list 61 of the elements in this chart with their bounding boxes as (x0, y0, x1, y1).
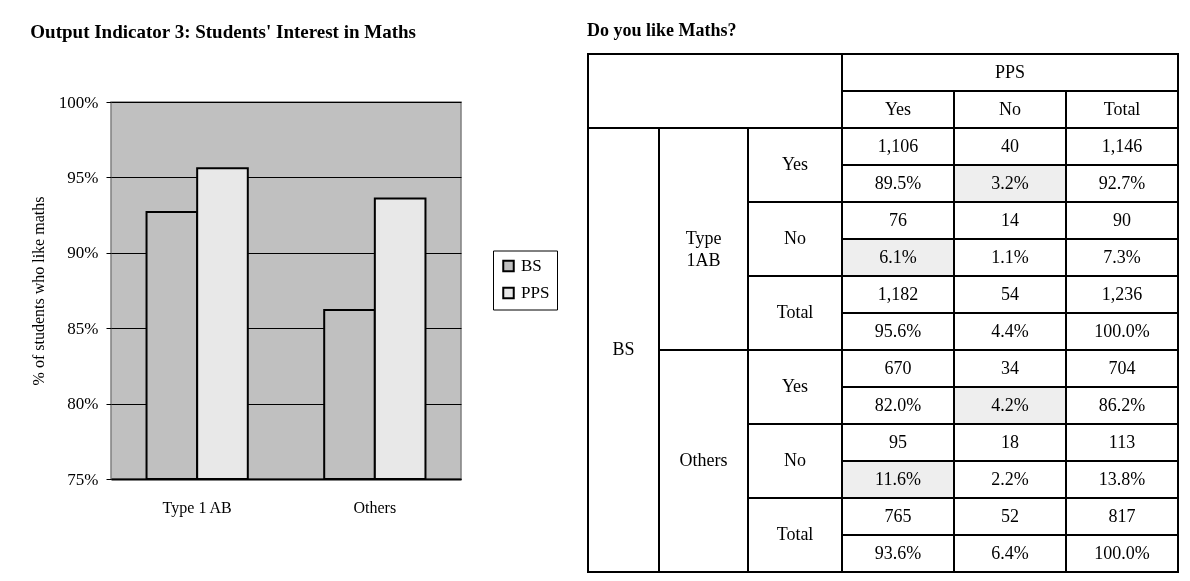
data-label: 1,182 (877, 283, 919, 304)
data-label: 1,146 (1101, 135, 1143, 156)
data-label: 4.2% (991, 394, 1029, 415)
data-label: 11.6% (875, 468, 921, 489)
y2-tick-label: Others (679, 450, 728, 470)
y-tick-label: 95% (67, 167, 99, 187)
data-label: 1,106 (877, 135, 919, 156)
data-label: 13.8% (1098, 468, 1146, 489)
y-tick-label: Total (776, 302, 814, 322)
y-axis-title: BS (612, 339, 635, 359)
y-tick-label: Total (776, 524, 814, 544)
chart-title: Output Indicator 3: Students' Interest in Maths (30, 21, 417, 42)
data-label: 89.5% (874, 172, 922, 193)
legend-label: BS (521, 256, 542, 275)
y-tick-label: 100% (58, 92, 99, 112)
y-axis-title: % of students who like maths (29, 196, 47, 386)
data-label: 90 (1113, 209, 1131, 230)
y-tick-label: 90% (67, 243, 99, 263)
data-label: 704 (1108, 357, 1136, 378)
x-tick-label: Type 1 AB (162, 498, 232, 517)
data-label: 7.3% (1103, 246, 1141, 267)
data-label: 6.4% (991, 542, 1029, 563)
y2-tick-label: Type 1AB (685, 228, 722, 270)
legend-label: PPS (521, 283, 550, 302)
data-label: 100.0% (1094, 320, 1150, 341)
data-label: 3.2% (991, 172, 1029, 193)
y-tick-label: 80% (67, 394, 99, 414)
data-label: 92.7% (1098, 172, 1146, 193)
data-label: 113 (1108, 431, 1136, 452)
x-tick-label: Total (1103, 98, 1141, 119)
data-label: 670 (884, 357, 912, 378)
data-label: 34 (1001, 357, 1019, 378)
data-label: 14 (1001, 209, 1019, 230)
data-label: 4.4% (991, 320, 1029, 341)
data-label: 1,236 (1101, 283, 1143, 304)
data-label: 52 (1001, 505, 1019, 526)
y-tick-label: 75% (67, 469, 99, 489)
data-label: 40 (1001, 135, 1019, 156)
y-tick-label: Yes (781, 376, 809, 396)
data-label: 93.6% (874, 542, 922, 563)
data-label: 54 (1001, 283, 1019, 304)
data-label: 1.1% (991, 246, 1029, 267)
data-label: 95.6% (874, 320, 922, 341)
y-tick-label: No (784, 228, 806, 248)
data-label: 86.2% (1098, 394, 1146, 415)
x-tick-label: Yes (884, 98, 912, 119)
data-label: 18 (1001, 431, 1019, 452)
x-axis-title: PPS (994, 61, 1026, 82)
y-tick-label: Yes (781, 154, 809, 174)
data-label: 82.0% (874, 394, 922, 415)
y-tick-label: 85% (67, 318, 99, 338)
data-label: 95 (889, 431, 907, 452)
text: Do you like Maths? (587, 20, 737, 40)
x-tick-label: No (999, 98, 1021, 119)
data-label: 76 (889, 209, 907, 230)
data-label: 765 (884, 505, 912, 526)
data-label: 6.1% (879, 246, 917, 267)
data-label: 2.2% (991, 468, 1029, 489)
data-label: 100.0% (1094, 542, 1150, 563)
y-tick-label: No (784, 450, 806, 470)
data-label: 817 (1108, 505, 1136, 526)
